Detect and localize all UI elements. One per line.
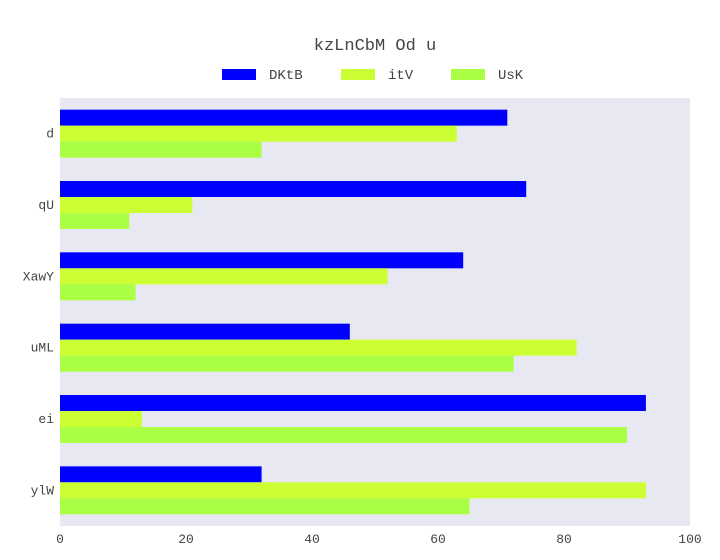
bar-UsK-qU bbox=[60, 213, 130, 229]
bar-UsK-d bbox=[60, 141, 262, 158]
bar-itV-ylW bbox=[60, 482, 646, 499]
bar-DKtB-d bbox=[60, 109, 508, 126]
x-axis: 0 20 40 60 80 100 bbox=[56, 532, 702, 547]
x-tick-label: 20 bbox=[178, 532, 194, 547]
plot-area bbox=[60, 98, 690, 526]
y-tick-label: qU bbox=[38, 198, 54, 213]
bar-itV-uML bbox=[60, 339, 577, 356]
bar-DKtB-uML bbox=[60, 323, 350, 340]
legend-label-UsK: UsK bbox=[498, 68, 524, 84]
x-tick-label: 0 bbox=[56, 532, 64, 547]
y-axis: d qU XawY uML ei ylW bbox=[23, 127, 54, 499]
bar-DKtB-XawY bbox=[60, 252, 464, 269]
bar-itV-d bbox=[60, 125, 457, 142]
y-tick-label: uML bbox=[31, 341, 54, 356]
x-tick-label: 60 bbox=[430, 532, 446, 547]
y-tick-label: XawY bbox=[23, 269, 54, 284]
legend: DKtB itV UsK bbox=[222, 68, 524, 84]
bar-UsK-XawY bbox=[60, 284, 136, 301]
y-tick-label: d bbox=[46, 127, 54, 142]
bar-itV-ei bbox=[60, 411, 142, 427]
legend-swatch-UsK bbox=[451, 69, 485, 80]
legend-label-DKtB: DKtB bbox=[269, 68, 303, 84]
bar-UsK-ei bbox=[60, 427, 627, 443]
legend-swatch-DKtB bbox=[222, 69, 256, 80]
bar-UsK-ylW bbox=[60, 498, 470, 515]
legend-swatch-itV bbox=[341, 69, 375, 80]
x-tick-label: 100 bbox=[678, 532, 701, 547]
bar-UsK-uML bbox=[60, 355, 514, 372]
bars-group bbox=[60, 109, 646, 515]
legend-label-itV: itV bbox=[388, 68, 414, 84]
bar-DKtB-ei bbox=[60, 395, 646, 411]
bar-itV-XawY bbox=[60, 268, 388, 285]
y-tick-label: ei bbox=[38, 412, 54, 427]
chart-title: kzLnCbM Od u bbox=[314, 37, 436, 56]
x-tick-label: 40 bbox=[304, 532, 320, 547]
bar-DKtB-ylW bbox=[60, 466, 262, 483]
bar-DKtB-qU bbox=[60, 181, 527, 197]
x-tick-label: 80 bbox=[556, 532, 572, 547]
y-tick-label: ylW bbox=[31, 483, 55, 498]
bar-itV-qU bbox=[60, 197, 193, 213]
